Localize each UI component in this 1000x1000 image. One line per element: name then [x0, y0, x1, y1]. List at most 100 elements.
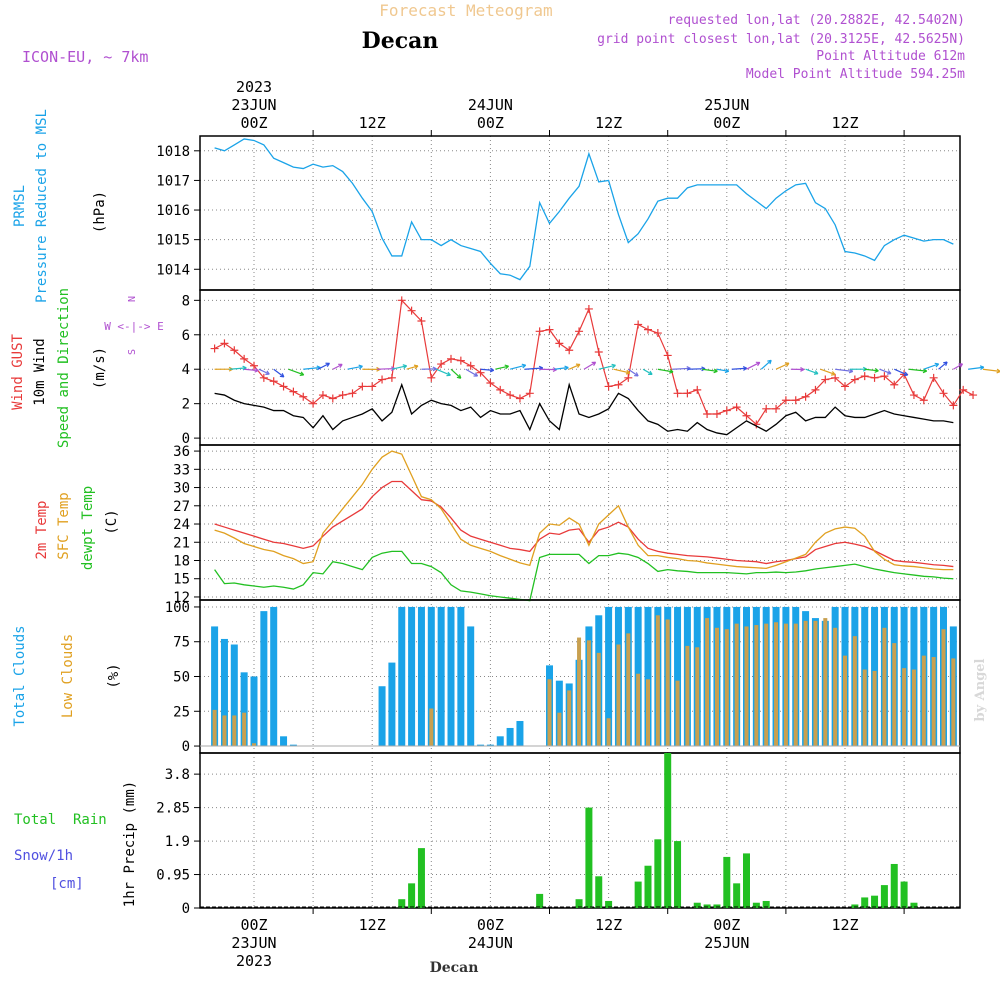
wind-direction-arrow	[968, 366, 984, 370]
total-cloud-bar	[605, 606, 613, 747]
temp-label-2m: 2m Temp	[34, 500, 50, 559]
time-label-bottom: 24JUN	[468, 934, 513, 952]
total-cloud-bar	[437, 606, 445, 747]
rain-bar	[762, 900, 770, 908]
total-cloud-bar	[240, 672, 248, 747]
precip-label-snow: Snow/1h	[14, 848, 73, 864]
wind-arrow-head	[886, 370, 892, 375]
wind-arrow-head	[402, 364, 408, 369]
y-tick-label: 12	[173, 590, 190, 606]
y-tick-label: 1016	[156, 203, 190, 219]
gust-marker	[466, 361, 475, 370]
wind-arrow-head	[943, 361, 948, 366]
wind-arrow-head	[265, 370, 270, 375]
wind-direction-arrow	[657, 368, 674, 373]
gust-marker	[250, 361, 258, 370]
low-cloud-bar	[636, 673, 641, 747]
requested-coords: requested lon,lat (20.2882E, 42.5402N)	[668, 13, 965, 28]
rain-bar	[644, 865, 652, 908]
time-label-bottom: 00Z	[713, 916, 740, 934]
y-tick-label: 21	[173, 535, 190, 551]
gust-marker	[240, 354, 249, 363]
gust-marker	[348, 389, 357, 398]
precip-unit: 1hr Precip (mm)	[122, 781, 138, 907]
wind-direction-arrow	[435, 368, 451, 376]
y-tick-label: 75	[173, 635, 190, 651]
total-cloud-bar	[378, 686, 386, 747]
low-cloud-bar	[714, 627, 719, 747]
precipitation-panel: 0 0.95 1.9 2.85 3.8	[156, 752, 961, 917]
precip-label-snow-unit: [cm]	[50, 876, 84, 892]
gust-marker	[368, 382, 377, 391]
wind-unit: (m/s)	[92, 347, 108, 389]
wind-direction-arrow	[716, 368, 729, 372]
total-cloud-bar	[230, 644, 238, 747]
total-cloud-bar	[408, 606, 416, 747]
panel-frame	[199, 135, 961, 291]
time-label-top: 00Z	[477, 114, 504, 132]
wind-direction-arrow	[864, 368, 879, 372]
gust-marker	[496, 385, 505, 394]
rain-bar	[664, 753, 672, 908]
time-label-bottom: 12Z	[595, 916, 622, 934]
gust-marker	[594, 348, 603, 356]
panel-frame	[199, 289, 961, 446]
gust-marker	[831, 373, 840, 382]
clouds-panel: 0 25 50 75 100	[165, 599, 961, 755]
rain-bar	[605, 900, 613, 908]
low-cloud-bar	[921, 655, 926, 747]
time-label-top: 12Z	[595, 114, 622, 132]
gust-marker	[230, 346, 239, 355]
gust-marker	[407, 306, 416, 315]
low-cloud-bar	[754, 625, 759, 747]
rain-bar	[703, 904, 711, 908]
cloud-labels: Total Clouds Low Clouds (%)	[12, 625, 122, 726]
time-label-top: 23JUN	[231, 96, 276, 114]
temp-unit: (C)	[104, 509, 120, 534]
low-cloud-bar	[724, 629, 729, 747]
low-cloud-bar	[813, 620, 818, 747]
total-cloud-bar	[388, 662, 396, 747]
low-cloud-bar	[793, 623, 798, 747]
compass-we: W <-|-> E	[104, 320, 164, 333]
wind-direction-arrow	[495, 365, 509, 370]
wind-direction-arrow	[894, 368, 908, 376]
wind-direction-arrow	[938, 361, 948, 370]
pressure-label-1: PRMSL	[12, 185, 28, 227]
wind-arrow-head	[456, 374, 462, 379]
precip-label-rain: Total Rain	[14, 812, 107, 828]
wind-direction-arrow	[303, 366, 321, 370]
gust-marker	[584, 304, 593, 313]
gust-marker	[762, 404, 771, 413]
total-cloud-bar	[496, 736, 504, 747]
wind-arrow-head	[564, 365, 569, 371]
gust-marker	[545, 325, 554, 334]
low-cloud-bar	[675, 680, 680, 747]
time-label-bottom: 23JUN	[231, 934, 276, 952]
pressure-unit: (hPa)	[92, 191, 108, 233]
wind-direction-arrow	[953, 363, 963, 370]
wind-arrow-head	[446, 371, 451, 377]
low-cloud-bar	[685, 645, 690, 747]
rain-bar	[674, 841, 682, 908]
total-cloud-bar	[477, 744, 485, 747]
gust-marker	[506, 391, 515, 400]
low-cloud-bar	[843, 655, 847, 747]
time-label-bottom: 2023	[236, 952, 272, 970]
wind-direction-arrow	[731, 367, 747, 370]
low-cloud-bar	[872, 670, 877, 747]
low-cloud-bar	[232, 715, 237, 747]
gust-marker	[890, 380, 899, 389]
gust-marker	[476, 368, 485, 377]
gust-marker	[870, 373, 879, 382]
wind-arrow-head	[742, 366, 748, 371]
pressure-label-2: Pressure Reduced to MSL	[34, 109, 50, 303]
gust-marker	[732, 403, 741, 412]
low-cloud-bar	[695, 647, 700, 747]
low-cloud-bar	[577, 637, 582, 747]
wind-panel: 0 2 4 6 8	[182, 290, 1000, 447]
wind-arrow-head	[713, 368, 718, 374]
time-label-bottom: 00Z	[477, 916, 504, 934]
time-label-bottom: 12Z	[831, 916, 858, 934]
low-cloud-bar	[941, 629, 946, 747]
